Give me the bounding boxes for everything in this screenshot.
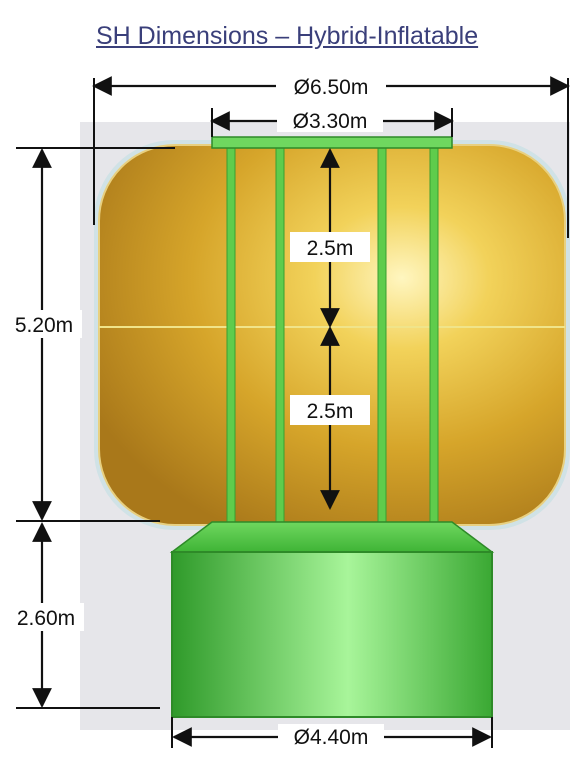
base-height-dimension: 2.60m <box>4 522 160 709</box>
habitat-height-label: 5.20m <box>15 314 73 337</box>
interior-height-dimensions: 2.5m 2.5m <box>290 148 370 510</box>
base-cylinder <box>171 551 493 718</box>
base-diameter-label: Ø4.40m <box>294 726 369 749</box>
habitat-height-dimension: 5.20m <box>2 147 175 522</box>
outer-diameter-label: Ø6.50m <box>294 76 369 99</box>
page-title: SH Dimensions – Hybrid-Inflatable <box>96 22 479 50</box>
top-ring <box>211 136 453 149</box>
inflatable-shell <box>98 144 566 526</box>
base-height-label: 2.60m <box>17 607 75 630</box>
core-column <box>429 147 439 525</box>
core-column <box>377 147 387 525</box>
top-diameter-label: Ø3.30m <box>293 110 368 133</box>
base-diameter-dimension: Ø4.40m <box>171 717 493 749</box>
core-column <box>275 147 285 525</box>
core-column <box>226 147 236 525</box>
base-cone <box>169 521 495 553</box>
upper-height-label: 2.5m <box>307 237 354 260</box>
lower-height-label: 2.5m <box>307 400 354 423</box>
outer-diameter-dimension: Ø6.50m <box>92 74 570 238</box>
top-diameter-dimension: Ø3.30m <box>210 108 454 137</box>
